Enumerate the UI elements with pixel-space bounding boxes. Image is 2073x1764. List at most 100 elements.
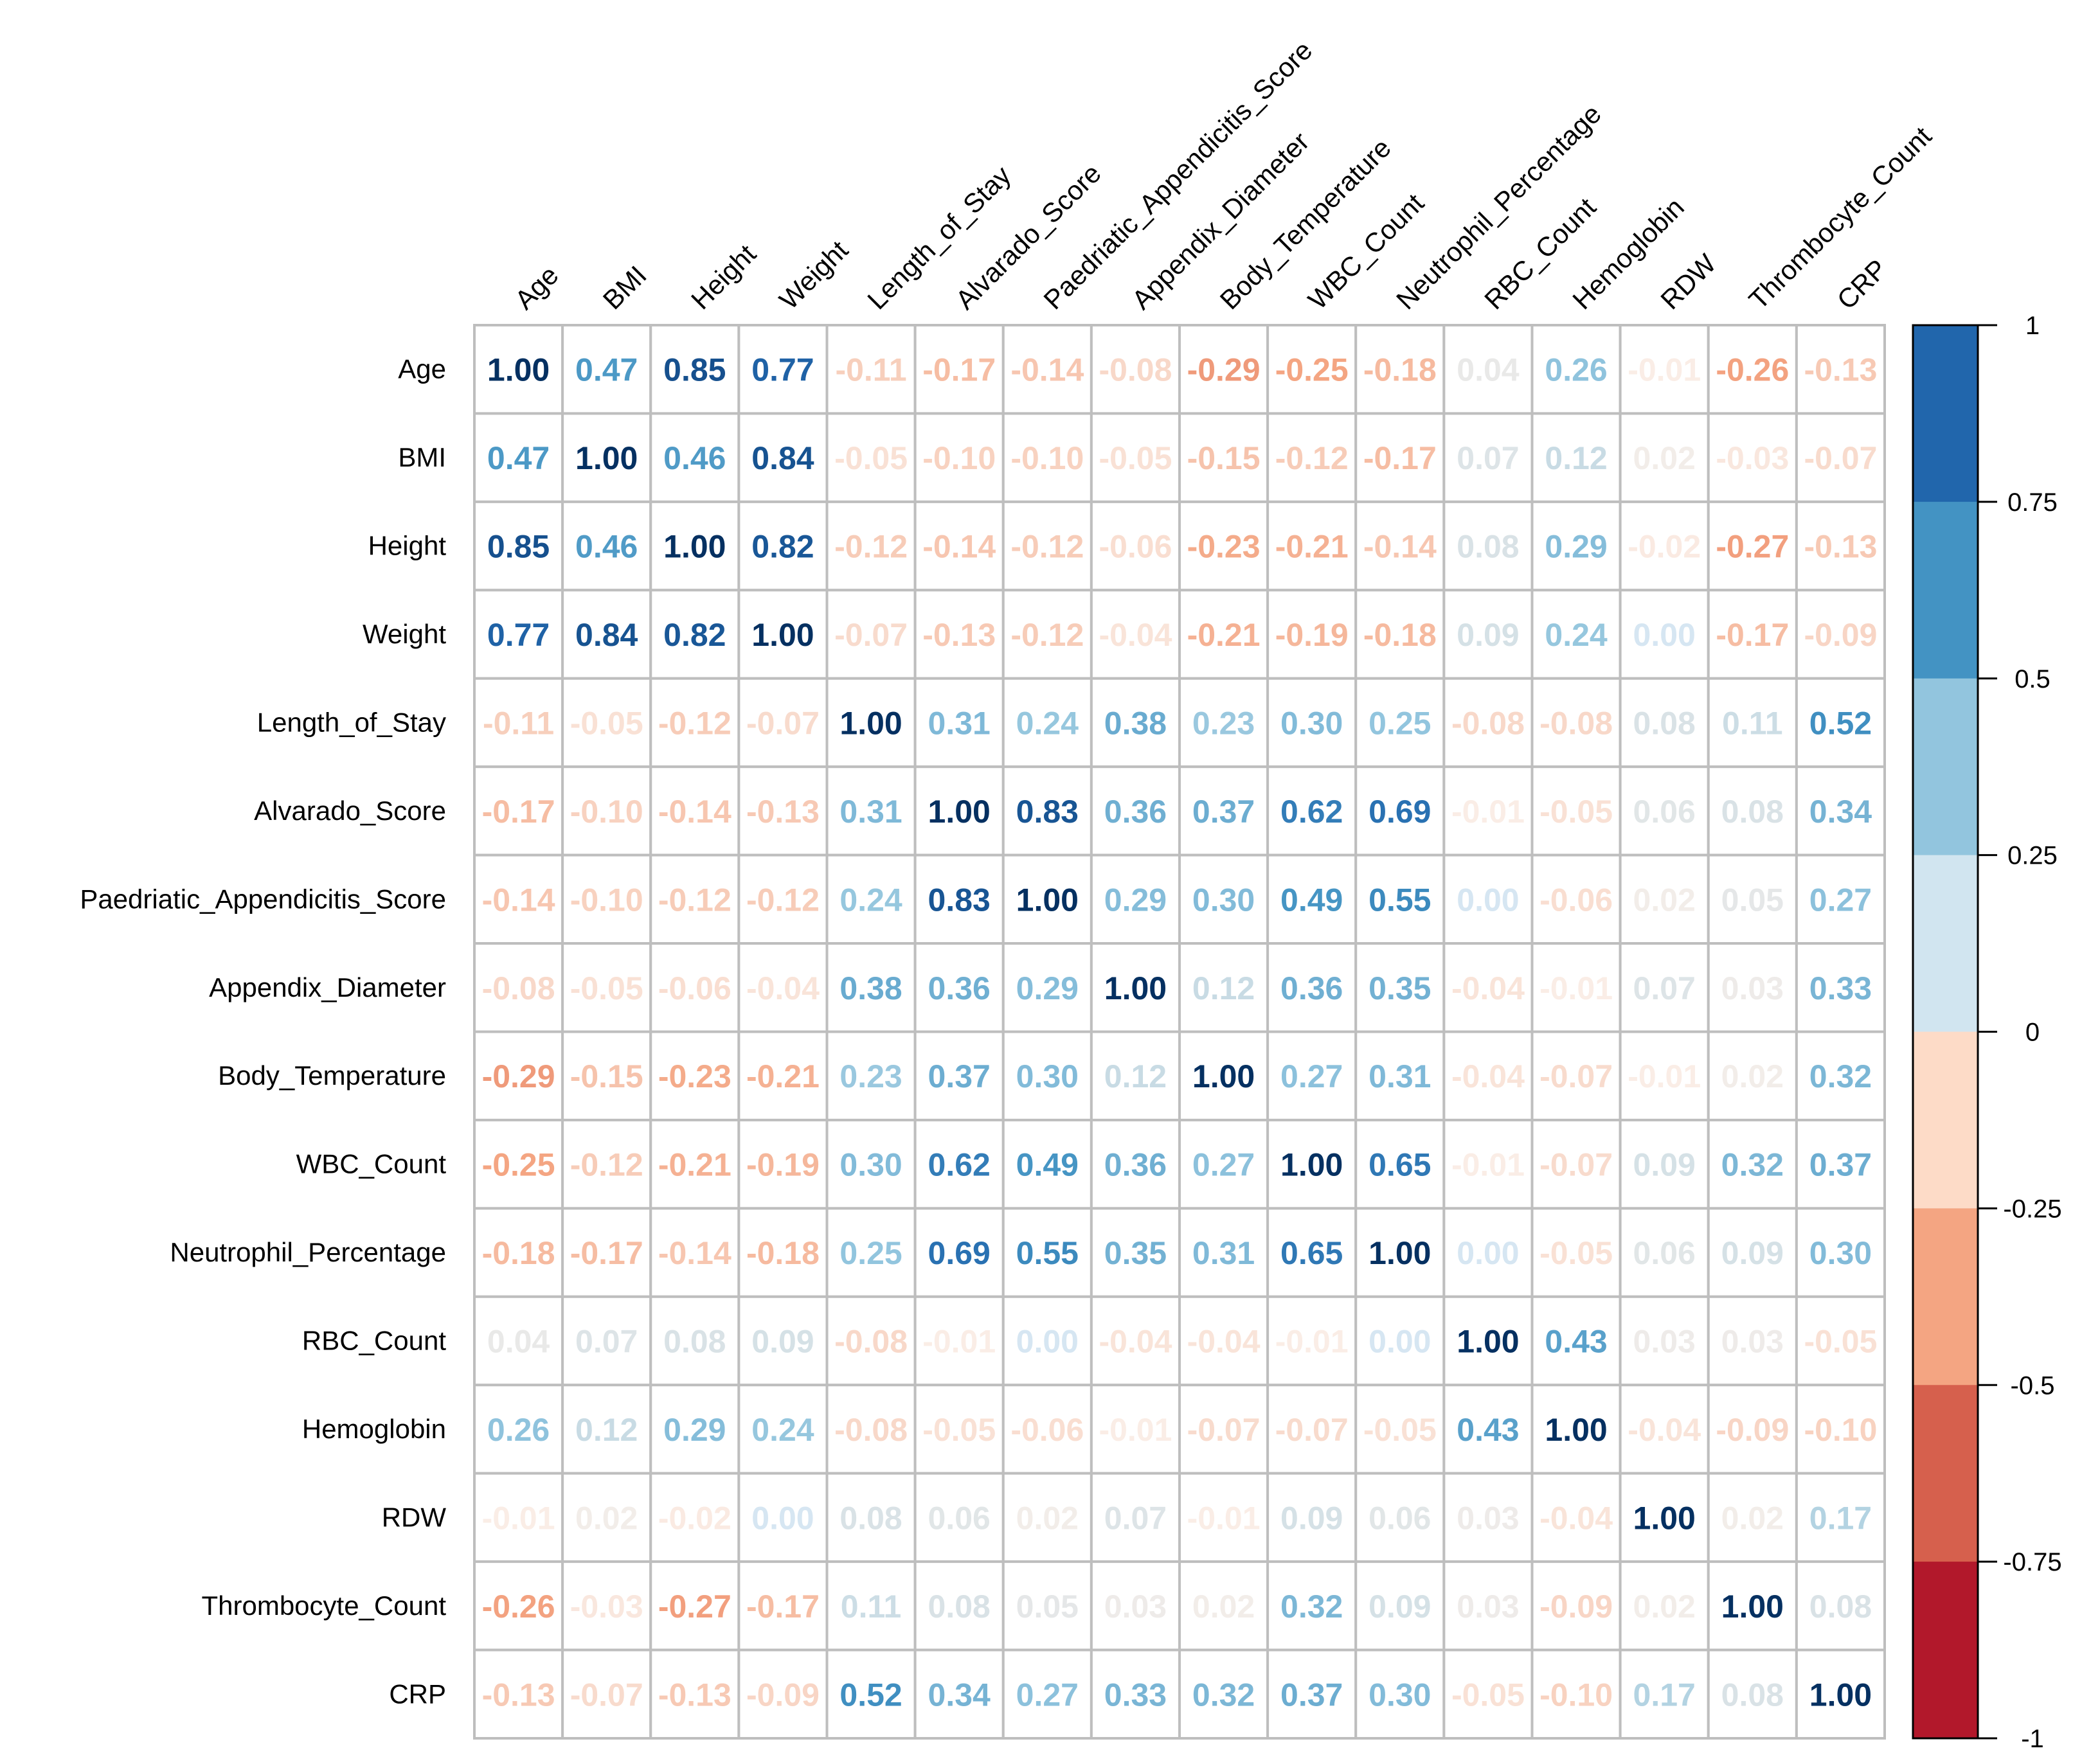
cell-value: 0.02 — [1633, 1589, 1696, 1625]
heatmap-cell — [1795, 589, 1886, 680]
cell-value: 0.47 — [487, 440, 550, 476]
cell-value: 0.85 — [663, 352, 726, 388]
cell-value: 0.29 — [663, 1412, 726, 1448]
heatmap-cell — [1090, 589, 1181, 680]
cell-value: -0.08 — [482, 970, 555, 1006]
cell-value: -0.17 — [922, 352, 996, 388]
cell-value: 1.00 — [575, 440, 638, 476]
heatmap-cell — [737, 1560, 829, 1652]
row-label: CRP — [389, 1679, 446, 1709]
row-label: Appendix_Diameter — [209, 972, 446, 1002]
cell-value: -0.05 — [1099, 440, 1172, 476]
cell-value: 0.30 — [1192, 882, 1255, 918]
cell-value: -0.10 — [570, 794, 643, 830]
cell-value: -0.07 — [570, 1677, 643, 1713]
heatmap-cell — [1354, 1030, 1446, 1121]
cell-value: -0.10 — [1010, 440, 1084, 476]
heatmap-cell — [1707, 1030, 1798, 1121]
heatmap-cell — [473, 853, 564, 945]
heatmap-cell — [1795, 1472, 1886, 1564]
heatmap-cell — [1001, 412, 1093, 503]
cell-value: 0.30 — [839, 1147, 902, 1183]
heatmap-cell — [1795, 1118, 1886, 1210]
cell-value: 0.02 — [1721, 1058, 1784, 1094]
heatmap-cell — [825, 765, 917, 857]
heatmap-cell — [1266, 324, 1358, 415]
heatmap-cell — [737, 1384, 829, 1475]
cell-value: 0.08 — [928, 1589, 991, 1625]
cell-value: 0.38 — [839, 970, 902, 1006]
heatmap-cell — [913, 1560, 1005, 1652]
column-label: Body_Temperature — [1214, 132, 1397, 315]
heatmap-cell — [1266, 677, 1358, 769]
heatmap-cell — [1530, 1118, 1622, 1210]
cell-value: -0.14 — [1363, 529, 1437, 565]
heatmap-cell — [1795, 1648, 1886, 1740]
cell-value: 1.00 — [1192, 1058, 1255, 1094]
heatmap-cell — [825, 677, 917, 769]
row-label: Body_Temperature — [218, 1060, 446, 1091]
heatmap-cell — [1266, 500, 1358, 592]
cell-value: -0.13 — [746, 794, 820, 830]
cell-value: -0.13 — [922, 617, 996, 653]
cell-value: 0.46 — [663, 440, 726, 476]
cell-value: 1.00 — [1369, 1235, 1431, 1271]
row-label: RDW — [382, 1502, 447, 1532]
row-label: BMI — [398, 442, 446, 472]
heatmap-cell — [1442, 324, 1534, 415]
colorbar-tick-label: 0 — [2025, 1019, 2040, 1047]
heatmap-cell — [649, 677, 740, 769]
cell-value: 0.03 — [1104, 1589, 1167, 1625]
cell-value: 0.30 — [1809, 1235, 1872, 1271]
cell-value: 0.30 — [1369, 1677, 1431, 1713]
heatmap-cell — [1354, 677, 1446, 769]
colorbar-segment — [1913, 1562, 1978, 1739]
cell-value: -0.12 — [1275, 440, 1349, 476]
cell-value: 0.38 — [1104, 705, 1167, 741]
cell-value: 1.00 — [1633, 1500, 1696, 1536]
cell-value: 0.11 — [841, 1589, 902, 1625]
colorbar-segment — [1913, 678, 1978, 856]
heatmap-cell — [561, 1648, 652, 1740]
heatmap-cell — [1795, 1384, 1886, 1475]
heatmap-cell — [1442, 1648, 1534, 1740]
cell-value: -0.04 — [1628, 1412, 1701, 1448]
cell-value: -0.11 — [483, 705, 554, 741]
cell-value: -0.04 — [1099, 1324, 1172, 1360]
heatmap-cell — [1178, 765, 1270, 857]
cell-value: -0.13 — [1804, 352, 1877, 388]
heatmap-cell — [825, 412, 917, 503]
heatmap-cell — [1530, 1472, 1622, 1564]
cell-value: -0.18 — [1363, 352, 1437, 388]
heatmap-cell — [473, 1384, 564, 1475]
cell-value: 0.03 — [1457, 1589, 1519, 1625]
heatmap-cell — [1001, 1384, 1093, 1475]
cell-value: 0.29 — [1104, 882, 1167, 918]
cell-value: 0.47 — [575, 352, 638, 388]
heatmap-cell — [1266, 1648, 1358, 1740]
heatmap-cell — [1707, 500, 1798, 592]
cell-value: 0.11 — [1722, 705, 1783, 741]
cell-value: -0.12 — [658, 705, 731, 741]
cell-value: 0.30 — [1016, 1058, 1079, 1094]
cell-value: 0.27 — [1016, 1677, 1079, 1713]
cell-value: -0.15 — [1187, 440, 1261, 476]
cell-value: 0.06 — [1633, 1235, 1696, 1271]
cell-value: -0.19 — [1275, 617, 1349, 653]
heatmap-cell — [913, 1295, 1005, 1387]
cell-value: -0.23 — [658, 1058, 731, 1094]
cell-value: -0.08 — [1099, 352, 1172, 388]
heatmap-cell — [913, 1118, 1005, 1210]
heatmap-cell — [1354, 942, 1446, 1033]
heatmap-cell — [1619, 324, 1710, 415]
cell-value: 1.00 — [1721, 1589, 1784, 1625]
cell-value: 0.77 — [751, 352, 814, 388]
heatmap-cell — [1266, 1384, 1358, 1475]
row-labels: Age BMI Height Weight Length_of_Stay Alvarado… — [80, 354, 446, 1709]
cell-value: 0.04 — [1457, 352, 1520, 388]
heatmap-cell — [649, 1648, 740, 1740]
heatmap-cell — [1707, 765, 1798, 857]
cell-value: 1.00 — [487, 352, 550, 388]
heatmap-cell — [1001, 853, 1093, 945]
cell-value: -0.26 — [1716, 352, 1789, 388]
